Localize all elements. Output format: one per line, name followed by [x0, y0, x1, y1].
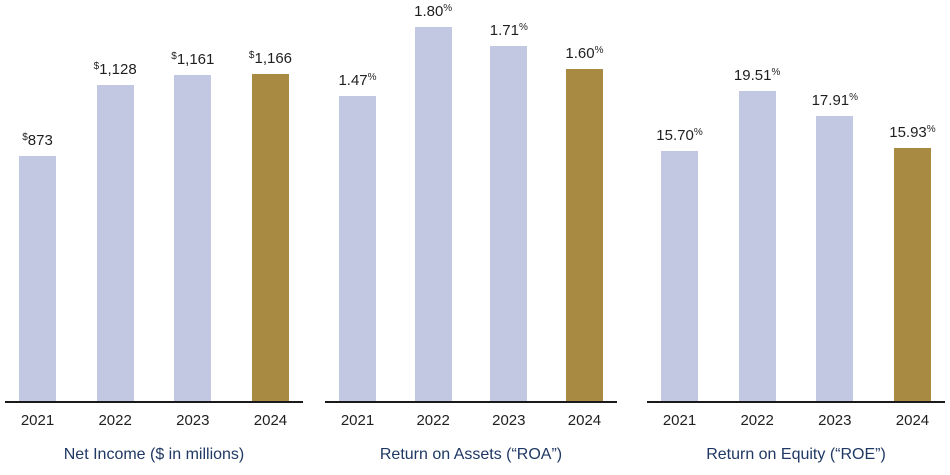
roa-chart: 1.47% 1.80% 1.71% 1.60% 2021 2022 2023 2024 Re…: [325, 0, 617, 464]
bar-2021: [19, 156, 56, 401]
value-text: 15.70: [656, 126, 694, 144]
x-axis-label-2024: 2024: [567, 412, 602, 429]
bar-value-label: 17.91%: [811, 91, 859, 110]
bar-2021: [339, 96, 376, 401]
bar-value-label: 1.80%: [414, 2, 453, 21]
value-text: 1.71: [489, 21, 519, 39]
value-suffix: %: [443, 2, 453, 14]
x-axis-label-2022: 2022: [416, 412, 450, 429]
x-axis-label-2021: 2021: [20, 412, 55, 429]
bar-column-2021: 15.70%: [656, 127, 703, 401]
net-income-plot-area: $873 $1,128 $1,161 $1,166: [5, 0, 303, 403]
x-axis-label-2024: 2024: [253, 412, 288, 429]
bar-value-label: $1,161: [171, 50, 215, 69]
bar-2022: [738, 91, 776, 401]
bar-value-label: $873: [22, 131, 53, 150]
value-suffix: %: [518, 21, 528, 33]
roe-chart-title: Return on Equity (“ROE”): [706, 446, 886, 463]
bar-value-label: 19.51%: [733, 66, 781, 85]
bar-column-2022: 1.80%: [414, 3, 452, 401]
bar-column-2024: $1,166: [249, 50, 292, 401]
value-suffix: %: [771, 66, 781, 78]
bar-2021: [661, 151, 698, 401]
roa-plot-area: 1.47% 1.80% 1.71% 1.60%: [325, 0, 617, 403]
x-axis-label-2024: 2024: [895, 412, 930, 429]
bar-2024: [251, 74, 289, 401]
value-text: 1,161: [176, 50, 215, 68]
bar-column-2024: 15.93%: [889, 124, 936, 401]
bar-value-label: 15.70%: [656, 126, 703, 145]
bar-2023: [490, 46, 528, 401]
bar-2024: [565, 69, 603, 401]
net-income-chart-title: Net Income ($ in millions): [63, 446, 245, 463]
x-axis-label-2021: 2021: [662, 412, 697, 429]
value-suffix: %: [926, 123, 936, 135]
bar-value-label: $1,128: [93, 60, 137, 79]
value-text: 17.91: [811, 91, 850, 109]
x-axis-label-2023: 2023: [492, 412, 526, 429]
bar-column-2024: 1.60%: [565, 45, 604, 401]
bar-column-2022: 19.51%: [734, 67, 780, 401]
roe-x-axis-labels: 2021 2022 2023 2024: [647, 403, 945, 433]
value-text: 1,166: [254, 49, 293, 67]
roa-chart-title: Return on Assets (“ROA”): [379, 446, 563, 463]
value-prefix: $: [248, 49, 255, 61]
bar-column-2023: 17.91%: [812, 92, 858, 401]
value-suffix: %: [367, 71, 377, 83]
value-text: 19.51: [733, 66, 772, 84]
value-suffix: %: [849, 91, 859, 103]
value-text: 1.60: [565, 44, 595, 62]
roe-chart: 15.70% 19.51% 17.91% 15.93% 2021 2022 2023 202…: [647, 0, 945, 464]
x-axis-label-2021: 2021: [340, 412, 375, 429]
x-axis-label-2023: 2023: [818, 412, 852, 429]
bar-column-2023: $1,161: [171, 51, 214, 401]
bar-2023: [816, 116, 854, 401]
value-text: 1.80: [414, 2, 444, 20]
roa-x-axis-labels: 2021 2022 2023 2024: [325, 403, 617, 433]
bar-column-2023: 1.71%: [490, 22, 528, 401]
bar-value-label: 1.47%: [338, 71, 377, 90]
value-text: 1,128: [99, 60, 137, 78]
x-axis-label-2022: 2022: [98, 412, 132, 429]
value-prefix: $: [93, 60, 100, 72]
bar-2022: [414, 27, 452, 401]
bar-column-2021: 1.47%: [338, 72, 377, 401]
bar-value-label: 1.71%: [489, 21, 528, 40]
value-text: 1.47: [338, 71, 368, 89]
bar-2022: [96, 85, 134, 401]
bar-column-2022: $1,128: [94, 61, 137, 401]
financial-highlights-charts: $873 $1,128 $1,161 $1,166 2021 2022 2023 2024 …: [5, 0, 945, 464]
value-suffix: %: [693, 126, 703, 138]
value-suffix: %: [594, 44, 604, 56]
x-axis-label-2023: 2023: [176, 412, 210, 429]
value-prefix: $: [22, 131, 28, 143]
bar-2023: [174, 75, 212, 401]
value-prefix: $: [171, 50, 177, 62]
bar-value-label: 15.93%: [889, 123, 936, 142]
net-income-chart: $873 $1,128 $1,161 $1,166 2021 2022 2023 2024 …: [5, 0, 303, 464]
bar-2024: [893, 148, 931, 401]
roe-plot-area: 15.70% 19.51% 17.91% 15.93%: [647, 0, 945, 403]
value-text: 873: [27, 131, 53, 149]
value-text: 15.93: [889, 123, 927, 141]
bar-value-label: $1,166: [248, 49, 293, 68]
net-income-x-axis-labels: 2021 2022 2023 2024: [5, 403, 303, 433]
x-axis-label-2022: 2022: [740, 412, 774, 429]
bar-column-2021: $873: [19, 132, 56, 401]
bar-value-label: 1.60%: [565, 44, 604, 63]
